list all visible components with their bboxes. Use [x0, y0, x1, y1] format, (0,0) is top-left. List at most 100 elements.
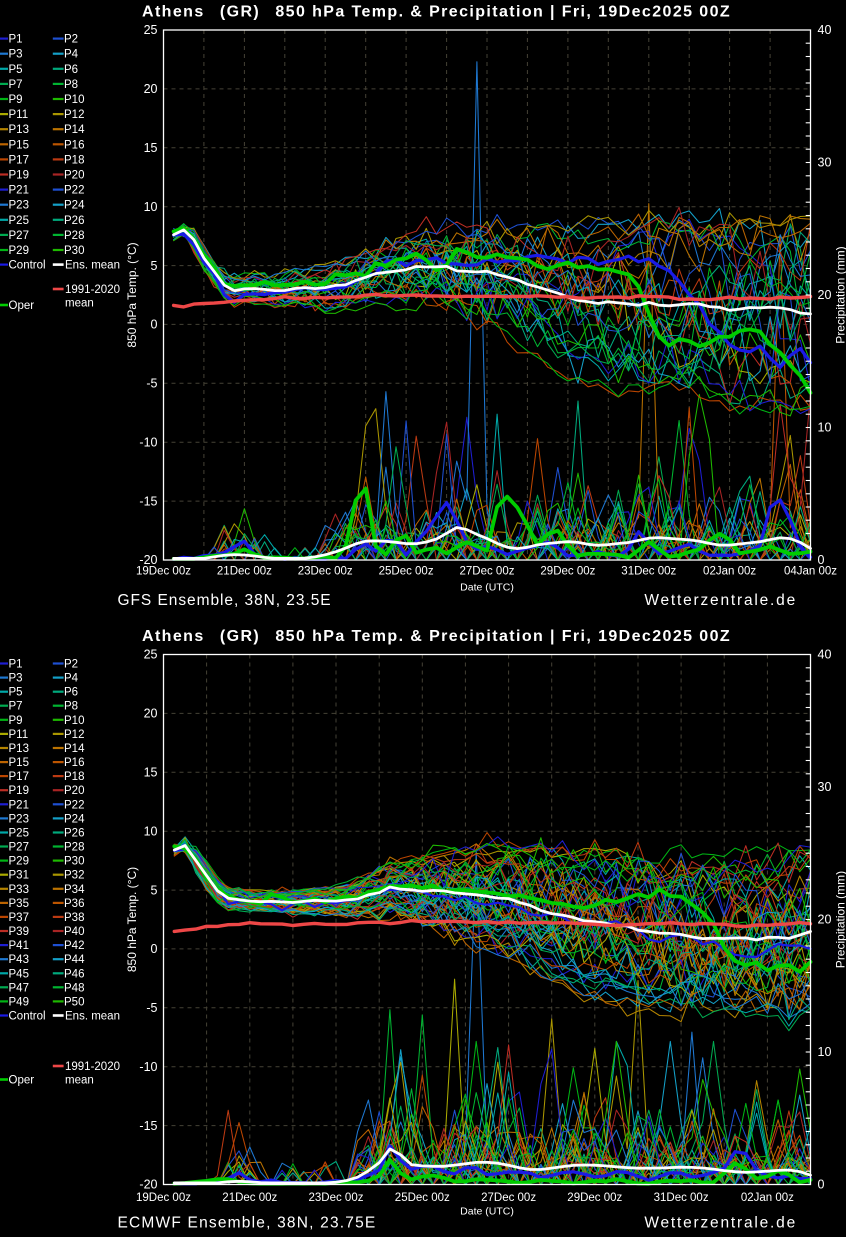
svg-text:Precipitation (mm): Precipitation (mm) — [834, 246, 846, 343]
svg-text:Ens. mean: Ens. mean — [65, 1011, 120, 1023]
svg-text:P15: P15 — [9, 757, 29, 769]
svg-text:P49: P49 — [9, 996, 29, 1008]
svg-text:P3: P3 — [9, 673, 23, 685]
svg-text:P10: P10 — [64, 715, 84, 727]
svg-text:30: 30 — [818, 780, 832, 794]
svg-text:P40: P40 — [64, 926, 84, 938]
svg-text:15: 15 — [144, 141, 158, 155]
svg-text:P32: P32 — [64, 870, 84, 882]
svg-text:P1: P1 — [9, 34, 23, 46]
svg-text:02Jan 00z: 02Jan 00z — [703, 566, 756, 578]
svg-text:P18: P18 — [64, 771, 84, 783]
svg-text:Wetterzentrale.de: Wetterzentrale.de — [644, 592, 797, 609]
svg-text:P41: P41 — [9, 940, 29, 952]
svg-text:P13: P13 — [9, 743, 29, 755]
svg-text:P25: P25 — [9, 215, 29, 227]
svg-text:-10: -10 — [139, 435, 157, 449]
svg-text:P30: P30 — [64, 856, 84, 868]
svg-text:P22: P22 — [64, 185, 84, 197]
svg-text:P11: P11 — [9, 729, 29, 741]
svg-text:P20: P20 — [64, 170, 84, 182]
svg-text:31Dec 00z: 31Dec 00z — [621, 566, 676, 578]
svg-text:P16: P16 — [64, 757, 84, 769]
svg-text:20: 20 — [144, 707, 158, 721]
svg-text:P47: P47 — [9, 982, 29, 994]
svg-text:Ens. mean: Ens. mean — [65, 260, 120, 272]
svg-text:Athens (GR) 850 hPa Temp. &: Athens (GR) 850 hPa Temp. & Precipitatio… — [142, 628, 731, 645]
svg-text:P46: P46 — [64, 968, 84, 980]
svg-text:P2: P2 — [64, 34, 78, 46]
svg-text:ECMWF Ensemble, 38N, 23.75E: ECMWF Ensemble, 38N, 23.75E — [118, 1215, 377, 1232]
svg-text:P9: P9 — [9, 94, 23, 106]
svg-text:P19: P19 — [9, 170, 29, 182]
svg-text:Oper: Oper — [9, 1075, 35, 1087]
svg-text:P30: P30 — [64, 245, 84, 257]
svg-text:-20: -20 — [139, 1178, 157, 1192]
svg-text:10: 10 — [818, 1045, 832, 1059]
svg-text:P25: P25 — [9, 828, 29, 840]
svg-text:P4: P4 — [64, 673, 79, 685]
svg-text:P7: P7 — [9, 701, 23, 713]
svg-text:P29: P29 — [9, 856, 29, 868]
svg-text:P7: P7 — [9, 79, 23, 91]
svg-text:-5: -5 — [146, 377, 157, 391]
svg-text:25: 25 — [144, 648, 158, 662]
svg-text:P17: P17 — [9, 771, 29, 783]
svg-text:P31: P31 — [9, 870, 29, 882]
svg-text:10: 10 — [818, 421, 832, 435]
svg-text:20: 20 — [144, 82, 158, 96]
svg-text:P15: P15 — [9, 139, 29, 151]
svg-text:P6: P6 — [64, 687, 78, 699]
svg-text:P26: P26 — [64, 215, 84, 227]
svg-text:P10: P10 — [64, 94, 84, 106]
svg-text:29Dec 00z: 29Dec 00z — [567, 1192, 622, 1204]
svg-text:850 hPa Temp. (°C): 850 hPa Temp. (°C) — [125, 242, 139, 347]
svg-text:Date (UTC): Date (UTC) — [460, 582, 514, 594]
svg-text:40: 40 — [818, 648, 832, 662]
svg-text:20: 20 — [818, 913, 832, 927]
svg-text:5: 5 — [151, 259, 158, 273]
svg-text:0: 0 — [818, 1178, 825, 1192]
svg-text:P37: P37 — [9, 912, 29, 924]
svg-text:P50: P50 — [64, 996, 84, 1008]
svg-text:31Dec 00z: 31Dec 00z — [654, 1192, 709, 1204]
svg-text:P13: P13 — [9, 124, 29, 136]
svg-text:P33: P33 — [9, 884, 29, 896]
svg-text:21Dec 00z: 21Dec 00z — [222, 1192, 277, 1204]
svg-text:23Dec 00z: 23Dec 00z — [298, 566, 353, 578]
svg-text:P5: P5 — [9, 64, 23, 76]
svg-text:P35: P35 — [9, 898, 29, 910]
svg-text:19Dec 00z: 19Dec 00z — [136, 566, 191, 578]
svg-text:27Dec 00z: 27Dec 00z — [460, 566, 515, 578]
svg-text:02Jan 00z: 02Jan 00z — [741, 1192, 794, 1204]
svg-text:P26: P26 — [64, 828, 84, 840]
svg-text:Athens (GR) 850 hPa Temp. &: Athens (GR) 850 hPa Temp. & Precipitatio… — [142, 4, 731, 21]
svg-text:Oper: Oper — [9, 300, 35, 312]
svg-text:Date (UTC): Date (UTC) — [460, 1206, 514, 1218]
svg-text:0: 0 — [151, 942, 158, 956]
svg-text:P6: P6 — [64, 64, 78, 76]
svg-text:P27: P27 — [9, 230, 29, 242]
svg-text:0: 0 — [151, 318, 158, 332]
svg-text:P28: P28 — [64, 842, 84, 854]
svg-text:21Dec 00z: 21Dec 00z — [217, 566, 272, 578]
svg-text:P16: P16 — [64, 139, 84, 151]
svg-text:GFS Ensemble, 38N, 23.5E: GFS Ensemble, 38N, 23.5E — [118, 592, 332, 609]
svg-text:P4: P4 — [64, 49, 79, 61]
svg-text:P22: P22 — [64, 799, 84, 811]
svg-text:P12: P12 — [64, 109, 84, 121]
svg-text:P18: P18 — [64, 154, 84, 166]
svg-text:10: 10 — [144, 200, 158, 214]
svg-text:1991-2020: 1991-2020 — [65, 1061, 120, 1073]
svg-text:P5: P5 — [9, 687, 23, 699]
svg-text:25Dec 00z: 25Dec 00z — [379, 566, 434, 578]
svg-text:Control: Control — [9, 260, 46, 272]
svg-text:P48: P48 — [64, 982, 84, 994]
svg-text:P27: P27 — [9, 842, 29, 854]
svg-text:Precipitation (mm): Precipitation (mm) — [834, 871, 846, 968]
svg-text:15: 15 — [144, 766, 158, 780]
svg-text:-15: -15 — [139, 1119, 157, 1133]
svg-text:Wetterzentrale.de: Wetterzentrale.de — [644, 1215, 797, 1232]
svg-text:P45: P45 — [9, 968, 29, 980]
svg-text:mean: mean — [65, 1075, 94, 1087]
